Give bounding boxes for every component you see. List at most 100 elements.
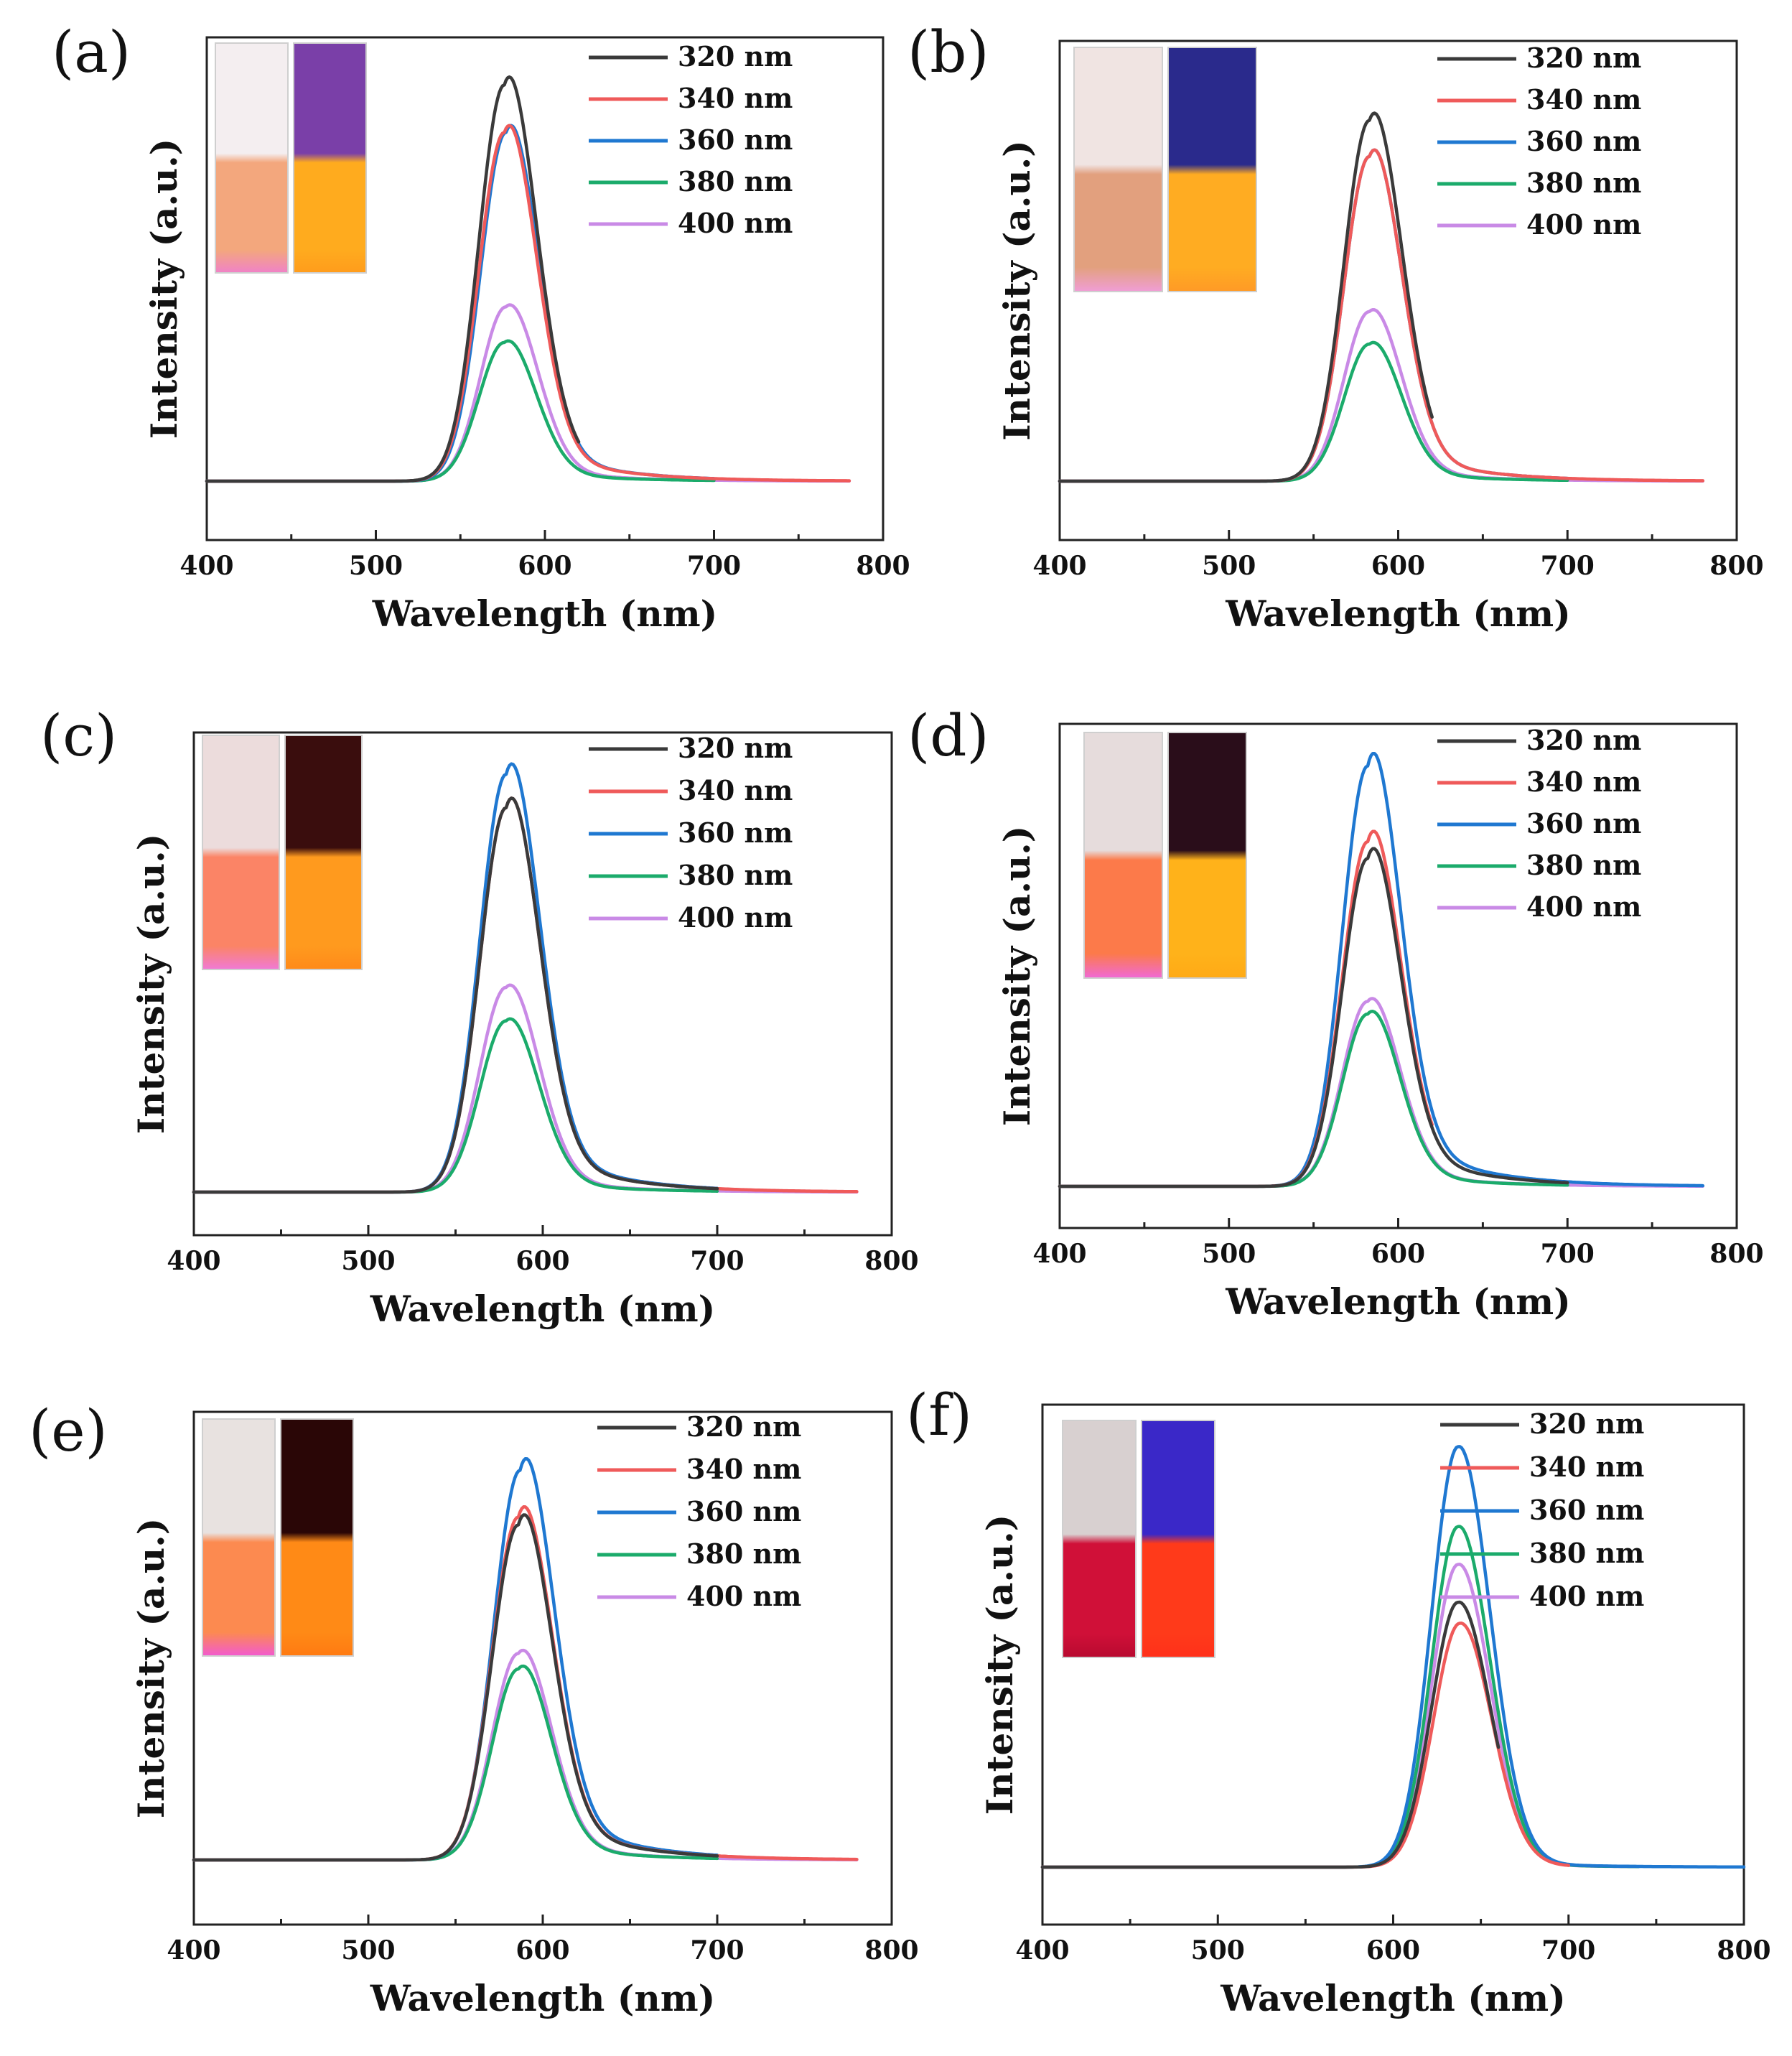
- x-tick-label: 600: [1371, 551, 1425, 581]
- y-axis-label: Intensity (a.u.): [130, 1518, 172, 1819]
- legend-label: 340 nm: [1526, 766, 1641, 798]
- legend-label: 360 nm: [686, 1495, 801, 1527]
- x-axis-label: Wavelength (nm): [370, 1288, 716, 1330]
- series-line-380nm: [192, 1664, 719, 1862]
- legend-label: 340 nm: [1529, 1451, 1644, 1483]
- panel-b: (b) 400 500 600 700 800 Wavelength (nm) Intensi…: [907, 19, 1764, 635]
- legend-label: 320 nm: [678, 40, 793, 73]
- x-tick-label: 400: [1015, 1935, 1069, 1966]
- cuvette-vial: [293, 42, 367, 274]
- legend-label: 320 nm: [1526, 42, 1641, 74]
- legend-label: 400 nm: [686, 1580, 801, 1612]
- legend-label: 400 nm: [1526, 208, 1641, 241]
- x-tick-label: 700: [1541, 551, 1595, 581]
- x-tick-label: 400: [1032, 1239, 1086, 1269]
- x-tick-label: 400: [167, 1246, 220, 1276]
- legend-label: 360 nm: [678, 124, 793, 156]
- x-tick-label: 600: [1371, 1239, 1425, 1269]
- series-line-320nm: [1040, 1600, 1501, 1869]
- x-tick-label: 500: [1191, 1935, 1245, 1966]
- x-axis-label: Wavelength (nm): [372, 592, 718, 635]
- x-tick-label: 600: [515, 1246, 569, 1276]
- panel-a: (a) 400 500 600 700 800 Wavelength (nm) Intensi…: [52, 19, 910, 635]
- y-axis-label: Intensity (a.u.): [143, 139, 185, 439]
- x-tick-label: 700: [1541, 1239, 1595, 1269]
- legend: 320 nm 340 nm 360 nm 380 nm 400 nm: [589, 40, 793, 239]
- cuvette-photo: [1083, 732, 1247, 979]
- x-tick-label: 800: [1717, 1935, 1770, 1966]
- cuvette-vial: [215, 42, 289, 274]
- x-axis-label: Wavelength (nm): [370, 1977, 716, 2019]
- y-axis-label: Intensity (a.u.): [996, 140, 1038, 441]
- cuvette-photo: [202, 1418, 354, 1657]
- cuvette-vial: [1167, 47, 1257, 292]
- legend-label: 380 nm: [678, 859, 793, 891]
- series-line-400nm: [192, 1648, 859, 1862]
- legend: 320 nm 340 nm 360 nm 380 nm 400 nm: [1437, 724, 1641, 923]
- cuvette-photo: [202, 735, 363, 970]
- legend: 320 nm 340 nm 360 nm 380 nm 400 nm: [1440, 1408, 1644, 1612]
- y-axis-label: Intensity (a.u.): [130, 834, 172, 1135]
- legend-label: 380 nm: [1526, 167, 1641, 199]
- panel-label: (f): [906, 1382, 972, 1448]
- legend-label: 320 nm: [678, 732, 793, 764]
- x-tick-label: 400: [179, 551, 233, 581]
- x-tick-label: 800: [864, 1935, 918, 1966]
- legend: 320 nm 340 nm 360 nm 380 nm 400 nm: [597, 1410, 801, 1612]
- cuvette-vial: [1141, 1420, 1215, 1658]
- panel-label: (b): [907, 19, 989, 85]
- x-tick-label: 800: [856, 551, 910, 581]
- y-axis-label: Intensity (a.u.): [979, 1515, 1021, 1815]
- panel-e: (e) 400 500 600 700 800 Wavelength (nm) Intensi…: [29, 1397, 919, 2019]
- legend-label: 380 nm: [1529, 1537, 1644, 1569]
- x-tick-label: 800: [1709, 551, 1763, 581]
- x-axis-label: Wavelength (nm): [1220, 1977, 1566, 2019]
- x-tick-label: 700: [690, 1935, 744, 1966]
- legend-label: 400 nm: [678, 901, 793, 934]
- legend-label: 320 nm: [1526, 724, 1641, 756]
- series-line-400nm: [205, 303, 851, 483]
- panel-c: (c) 400 500 600 700 800 Wavelength (nm) Intensi…: [40, 702, 919, 1330]
- legend-label: 360 nm: [678, 817, 793, 849]
- cuvette-vial: [1083, 732, 1163, 979]
- x-tick-label: 700: [687, 551, 741, 581]
- legend-label: 320 nm: [1529, 1408, 1644, 1440]
- series-line-320nm: [1058, 111, 1434, 483]
- legend-label: 400 nm: [1526, 890, 1641, 923]
- x-tick-label: 500: [349, 551, 403, 581]
- cuvette-photo: [1073, 47, 1257, 292]
- x-tick-label: 500: [341, 1246, 395, 1276]
- legend-label: 400 nm: [1529, 1580, 1644, 1612]
- panel-label: (d): [907, 702, 989, 769]
- x-tick-label: 600: [515, 1935, 569, 1966]
- series-line-320nm: [205, 75, 581, 483]
- panel-label: (c): [40, 702, 117, 769]
- x-tick-label: 600: [518, 551, 571, 581]
- series-line-380nm: [1058, 1010, 1569, 1189]
- legend-label: 400 nm: [678, 207, 793, 239]
- cuvette-vial: [280, 1418, 354, 1657]
- legend-label: 360 nm: [1529, 1494, 1644, 1526]
- cuvette-vial: [1062, 1420, 1137, 1658]
- legend-label: 380 nm: [1526, 849, 1641, 881]
- legend-label: 320 nm: [686, 1410, 801, 1443]
- series-line-380nm: [192, 1017, 719, 1194]
- series-line-400nm: [192, 983, 859, 1194]
- series-line-320nm: [192, 1513, 719, 1862]
- x-tick-label: 800: [1709, 1239, 1763, 1269]
- x-tick-label: 500: [341, 1935, 395, 1966]
- legend-label: 340 nm: [678, 82, 793, 114]
- legend: 320 nm 340 nm 360 nm 380 nm 400 nm: [589, 732, 793, 934]
- legend-label: 340 nm: [686, 1453, 801, 1485]
- cuvette-vial: [202, 735, 280, 970]
- legend-label: 360 nm: [1526, 125, 1641, 157]
- panel-label: (e): [29, 1397, 108, 1464]
- x-tick-label: 800: [864, 1246, 918, 1276]
- x-tick-label: 400: [1032, 551, 1086, 581]
- x-tick-label: 600: [1366, 1935, 1420, 1966]
- legend-label: 380 nm: [686, 1538, 801, 1570]
- series-line-380nm: [1058, 340, 1569, 483]
- series-line-400nm: [1058, 997, 1705, 1189]
- series-line-320nm: [1058, 847, 1569, 1189]
